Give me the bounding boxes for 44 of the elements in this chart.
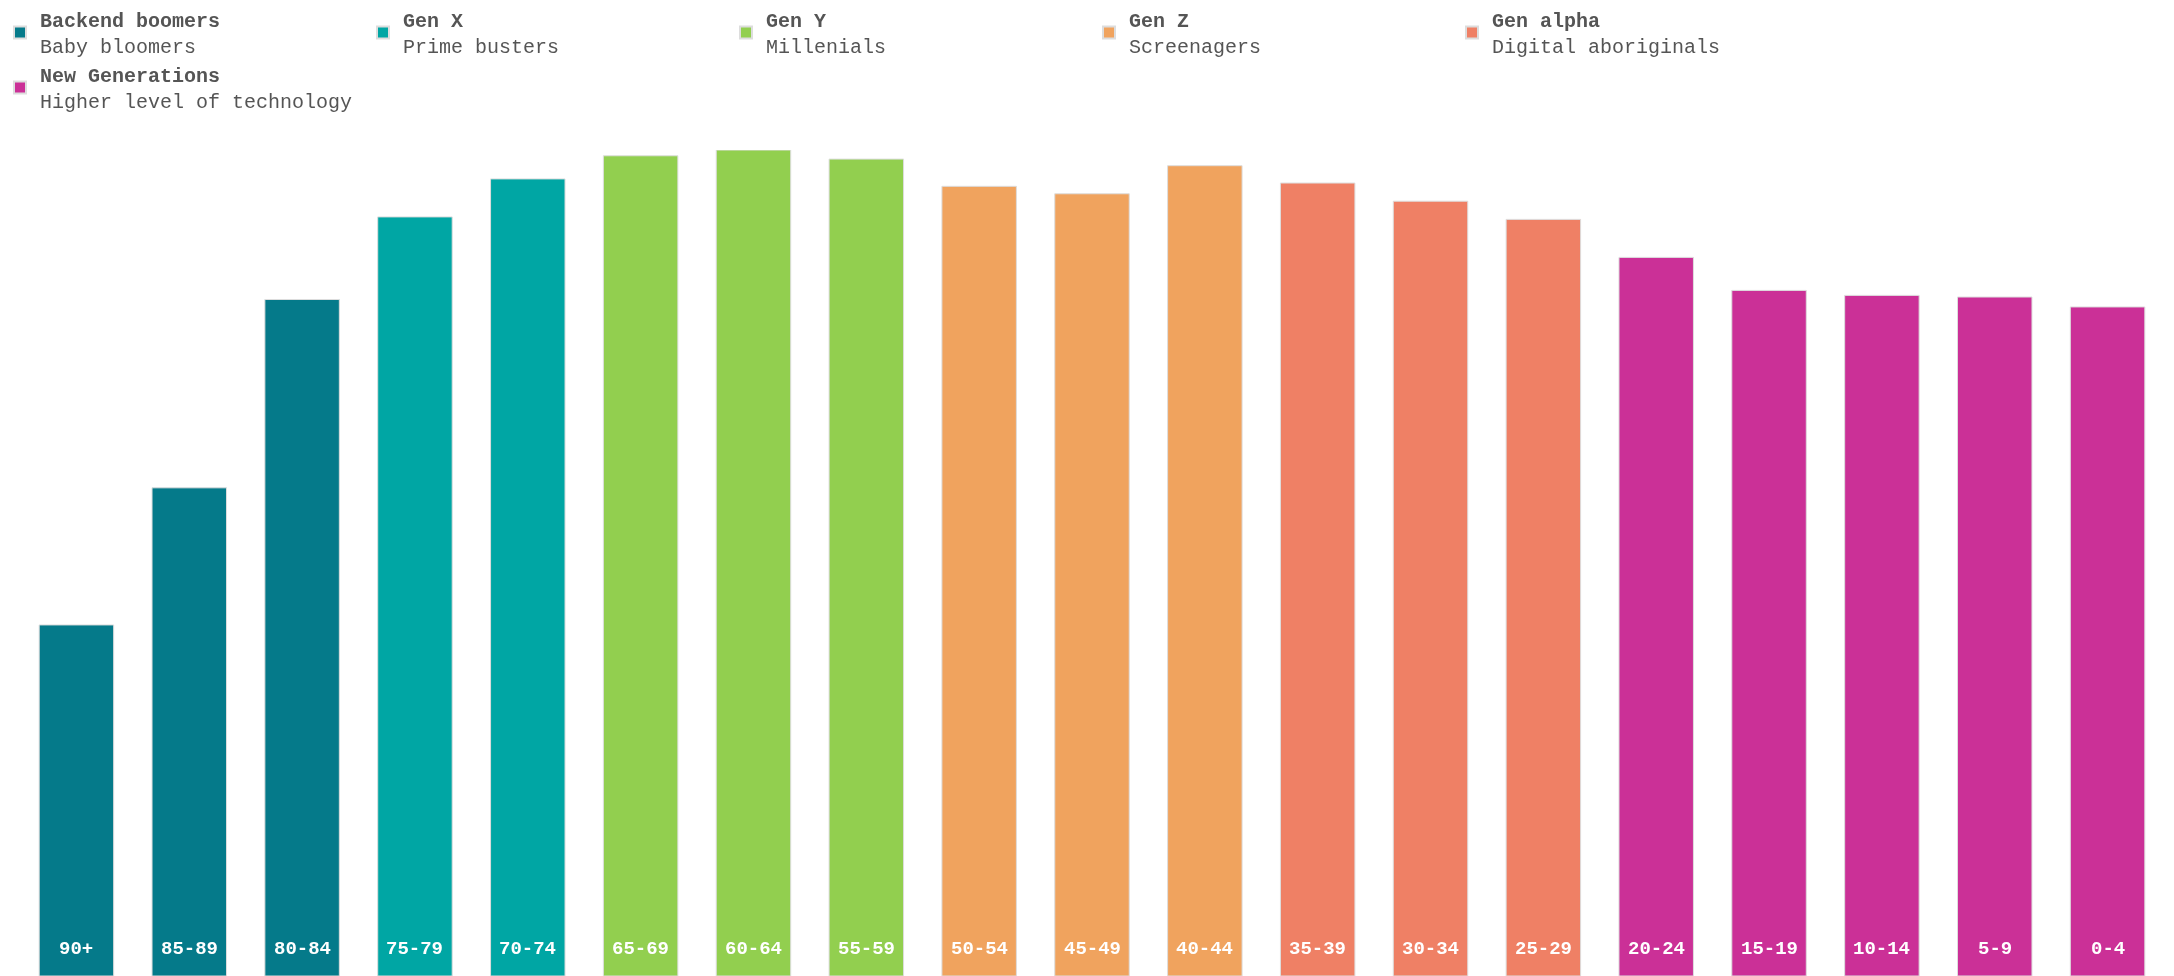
- x-tick-label: 90+: [59, 938, 94, 960]
- x-tick-label: 85-89: [161, 938, 219, 960]
- bar: [1392, 200, 1469, 976]
- bar: [1731, 289, 1807, 976]
- x-tick-label: 30-34: [1402, 938, 1460, 960]
- x-tick-label: 45-49: [1064, 938, 1122, 960]
- bar: [151, 487, 227, 976]
- x-tick-label: 60-64: [725, 938, 783, 960]
- x-tick-label: 10-14: [1853, 938, 1911, 960]
- bar: [715, 150, 792, 976]
- x-tick-label: 15-19: [1741, 938, 1799, 960]
- x-tick-label: 25-29: [1515, 938, 1573, 960]
- bar: [1957, 296, 2033, 976]
- bar: [2069, 306, 2146, 976]
- x-tick-label: 40-44: [1176, 938, 1234, 960]
- bar: [1167, 165, 1243, 976]
- bar: [602, 155, 679, 976]
- x-tick-label: 80-84: [274, 938, 332, 960]
- bar: [38, 624, 115, 976]
- x-tick-label: 70-74: [499, 938, 557, 960]
- bar: [941, 185, 1017, 976]
- bar: [828, 158, 905, 976]
- x-tick-label: 35-39: [1289, 938, 1347, 960]
- bar: [1054, 193, 1130, 976]
- bar: [1618, 256, 1694, 976]
- legend-label: Gen alpha Digital aboriginals: [1492, 10, 1721, 60]
- x-tick-label: 50-54: [951, 938, 1009, 960]
- legend-label: Backend boomers Baby bloomers: [40, 10, 221, 60]
- bar: [377, 216, 453, 976]
- legend-label: Gen Y Millenials: [766, 10, 887, 60]
- bar: [264, 299, 340, 976]
- x-tick-label: 55-59: [838, 938, 896, 960]
- x-tick-label: 5-9: [1978, 938, 2013, 960]
- x-tick-label: 0-4: [2091, 938, 2126, 960]
- bar: [1844, 294, 1920, 976]
- bar: [1279, 182, 1356, 976]
- x-tick-label: 20-24: [1628, 938, 1686, 960]
- x-tick-label: 65-69: [612, 938, 670, 960]
- legend-label: Gen Z Screenagers: [1129, 10, 1262, 60]
- legend-label: Gen X Prime busters: [403, 10, 560, 60]
- bar: [1505, 218, 1582, 976]
- legend-label: New Generations Higher level of technology: [40, 65, 353, 115]
- x-tick-label: 75-79: [386, 938, 444, 960]
- bar: [490, 178, 566, 976]
